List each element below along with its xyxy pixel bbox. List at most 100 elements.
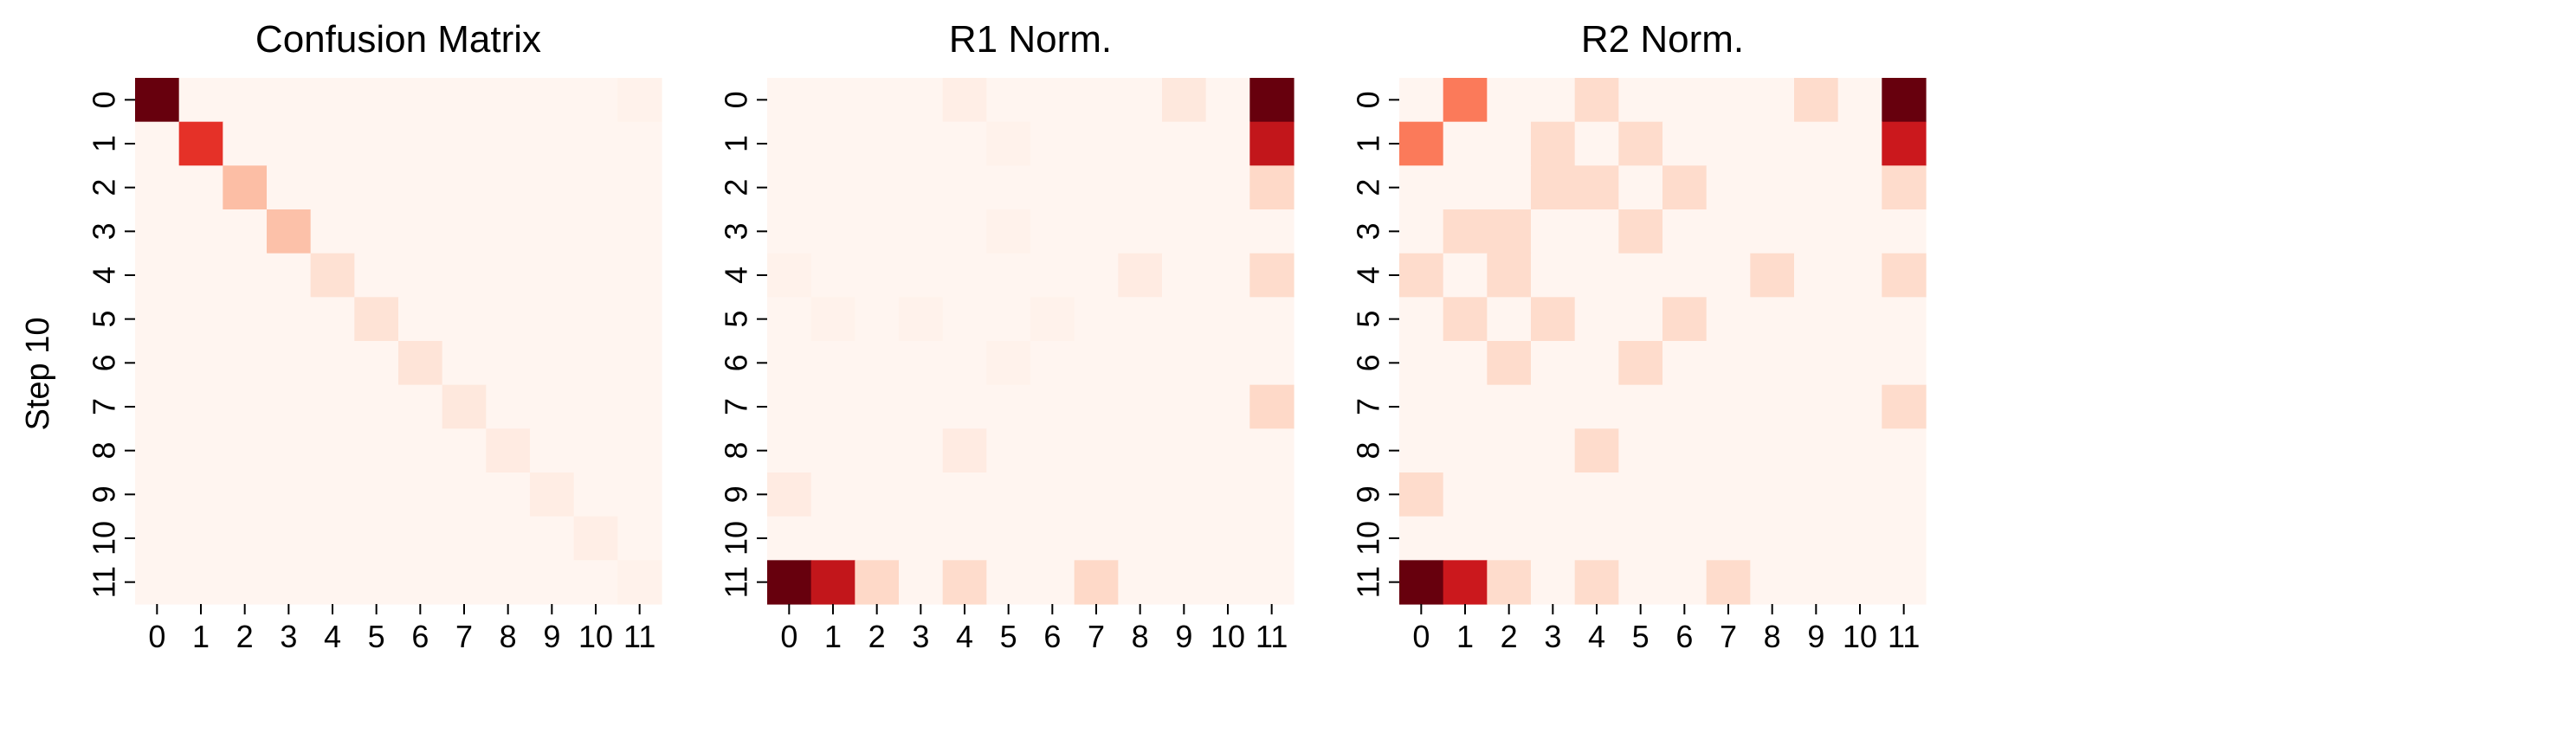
heatmap-cell	[1399, 209, 1444, 254]
heatmap-cell	[1030, 253, 1075, 298]
heatmap-cell	[1837, 428, 1882, 473]
heatmap-cell	[573, 78, 618, 123]
heatmap-cell	[1750, 341, 1795, 386]
heatmap-cell	[899, 297, 944, 342]
heatmap-cell	[855, 165, 900, 210]
heatmap-cell	[1399, 472, 1444, 517]
heatmap-cell	[986, 78, 1031, 123]
heatmap-cell	[1750, 121, 1795, 166]
heatmap-cell	[1662, 384, 1708, 429]
heatmap-cell	[1618, 165, 1663, 210]
heatmap-cell	[1706, 78, 1751, 123]
heatmap-cell	[530, 297, 575, 342]
heatmap-cell	[1837, 516, 1882, 561]
heatmap-cell	[1443, 384, 1488, 429]
heatmap-cell	[267, 341, 312, 386]
x-tick-label: 2	[236, 619, 254, 654]
heatmap-cell	[617, 428, 662, 473]
heatmap-cell	[1162, 165, 1207, 210]
heatmap-cell	[267, 121, 312, 166]
heatmap-cell	[855, 341, 900, 386]
heatmap-cell	[1118, 165, 1163, 210]
heatmap-cell	[267, 253, 312, 298]
heatmap-cell	[1574, 297, 1619, 342]
heatmap-cell	[530, 560, 575, 605]
heatmap-cell	[1837, 297, 1882, 342]
y-tick-label: 3	[719, 222, 754, 240]
heatmap-cell	[1399, 165, 1444, 210]
heatmap-cell	[1399, 341, 1444, 386]
heatmap-cell	[1118, 209, 1163, 254]
heatmap-cell	[1750, 78, 1795, 123]
heatmap-cell	[899, 78, 944, 123]
panel-title: R1 Norm.	[949, 18, 1112, 61]
heatmap-cell	[1030, 209, 1075, 254]
heatmap-cell	[1118, 78, 1163, 123]
heatmap-cell	[810, 341, 855, 386]
heatmap-cell	[1794, 472, 1839, 517]
heatmap-cell	[1030, 297, 1075, 342]
heatmap-cell	[1074, 253, 1119, 298]
heatmap-cell	[573, 428, 618, 473]
heatmap-cell	[855, 297, 900, 342]
y-tick-label: 6	[87, 354, 122, 371]
heatmap-cell	[1030, 428, 1075, 473]
heatmap-cell	[810, 516, 855, 561]
heatmap-cell	[1662, 297, 1708, 342]
heatmap-cell	[1443, 560, 1488, 605]
heatmap-cell	[354, 384, 399, 429]
heatmap-cell	[135, 472, 180, 517]
heatmap-cell	[442, 297, 487, 342]
heatmap-cell	[899, 121, 944, 166]
heatmap-cell	[1531, 78, 1576, 123]
y-tick-label: 8	[86, 442, 121, 460]
heatmap-cell	[1487, 121, 1532, 166]
panel-title: Confusion Matrix	[255, 18, 541, 61]
heatmap-cell	[398, 78, 443, 123]
heatmap-cell	[1837, 209, 1882, 254]
x-tick-label: 0	[1412, 619, 1430, 654]
heatmap-cell	[223, 472, 268, 517]
heatmap-cell	[1706, 428, 1751, 473]
heatmap-cell	[267, 297, 312, 342]
heatmap-cell	[617, 121, 662, 166]
heatmap-cell	[1750, 253, 1795, 298]
heatmap-cell	[1662, 560, 1708, 605]
panel-title: R2 Norm.	[1581, 18, 1744, 61]
y-tick-label: 0	[87, 91, 122, 108]
heatmap-cell	[1162, 297, 1207, 342]
heatmap-cell	[1618, 384, 1663, 429]
heatmap-cell	[1399, 78, 1444, 123]
heatmap-cell	[530, 341, 575, 386]
heatmap-cell	[354, 560, 399, 605]
heatmap-cell	[810, 428, 855, 473]
heatmap-cell	[1794, 428, 1839, 473]
x-tick-label: 9	[1807, 619, 1824, 654]
heatmap-cell	[767, 297, 812, 342]
heatmap-cell	[398, 165, 443, 210]
heatmap-cell	[267, 165, 312, 210]
heatmap-cell	[398, 341, 443, 386]
heatmap-cell	[617, 516, 662, 561]
heatmap-cell	[1030, 78, 1075, 123]
heatmap-cell	[310, 253, 355, 298]
heatmap-cell	[354, 428, 399, 473]
heatmap-cell	[442, 121, 487, 166]
heatmap-cell	[178, 384, 223, 429]
heatmap-cell	[1162, 121, 1207, 166]
heatmap-cell	[1030, 560, 1075, 605]
heatmap-cell	[810, 78, 855, 123]
heatmap-cell	[1487, 472, 1532, 517]
heatmap-cell	[1399, 384, 1444, 429]
heatmap-cell	[1794, 253, 1839, 298]
heatmap-cell	[1443, 165, 1488, 210]
heatmap-cell	[1162, 253, 1207, 298]
heatmap-cell	[310, 516, 355, 561]
heatmap-cell	[1487, 341, 1532, 386]
heatmap-cell	[1205, 297, 1250, 342]
heatmap-cell	[1074, 472, 1119, 517]
heatmap-cell	[178, 121, 223, 166]
heatmap-cell	[1662, 341, 1708, 386]
